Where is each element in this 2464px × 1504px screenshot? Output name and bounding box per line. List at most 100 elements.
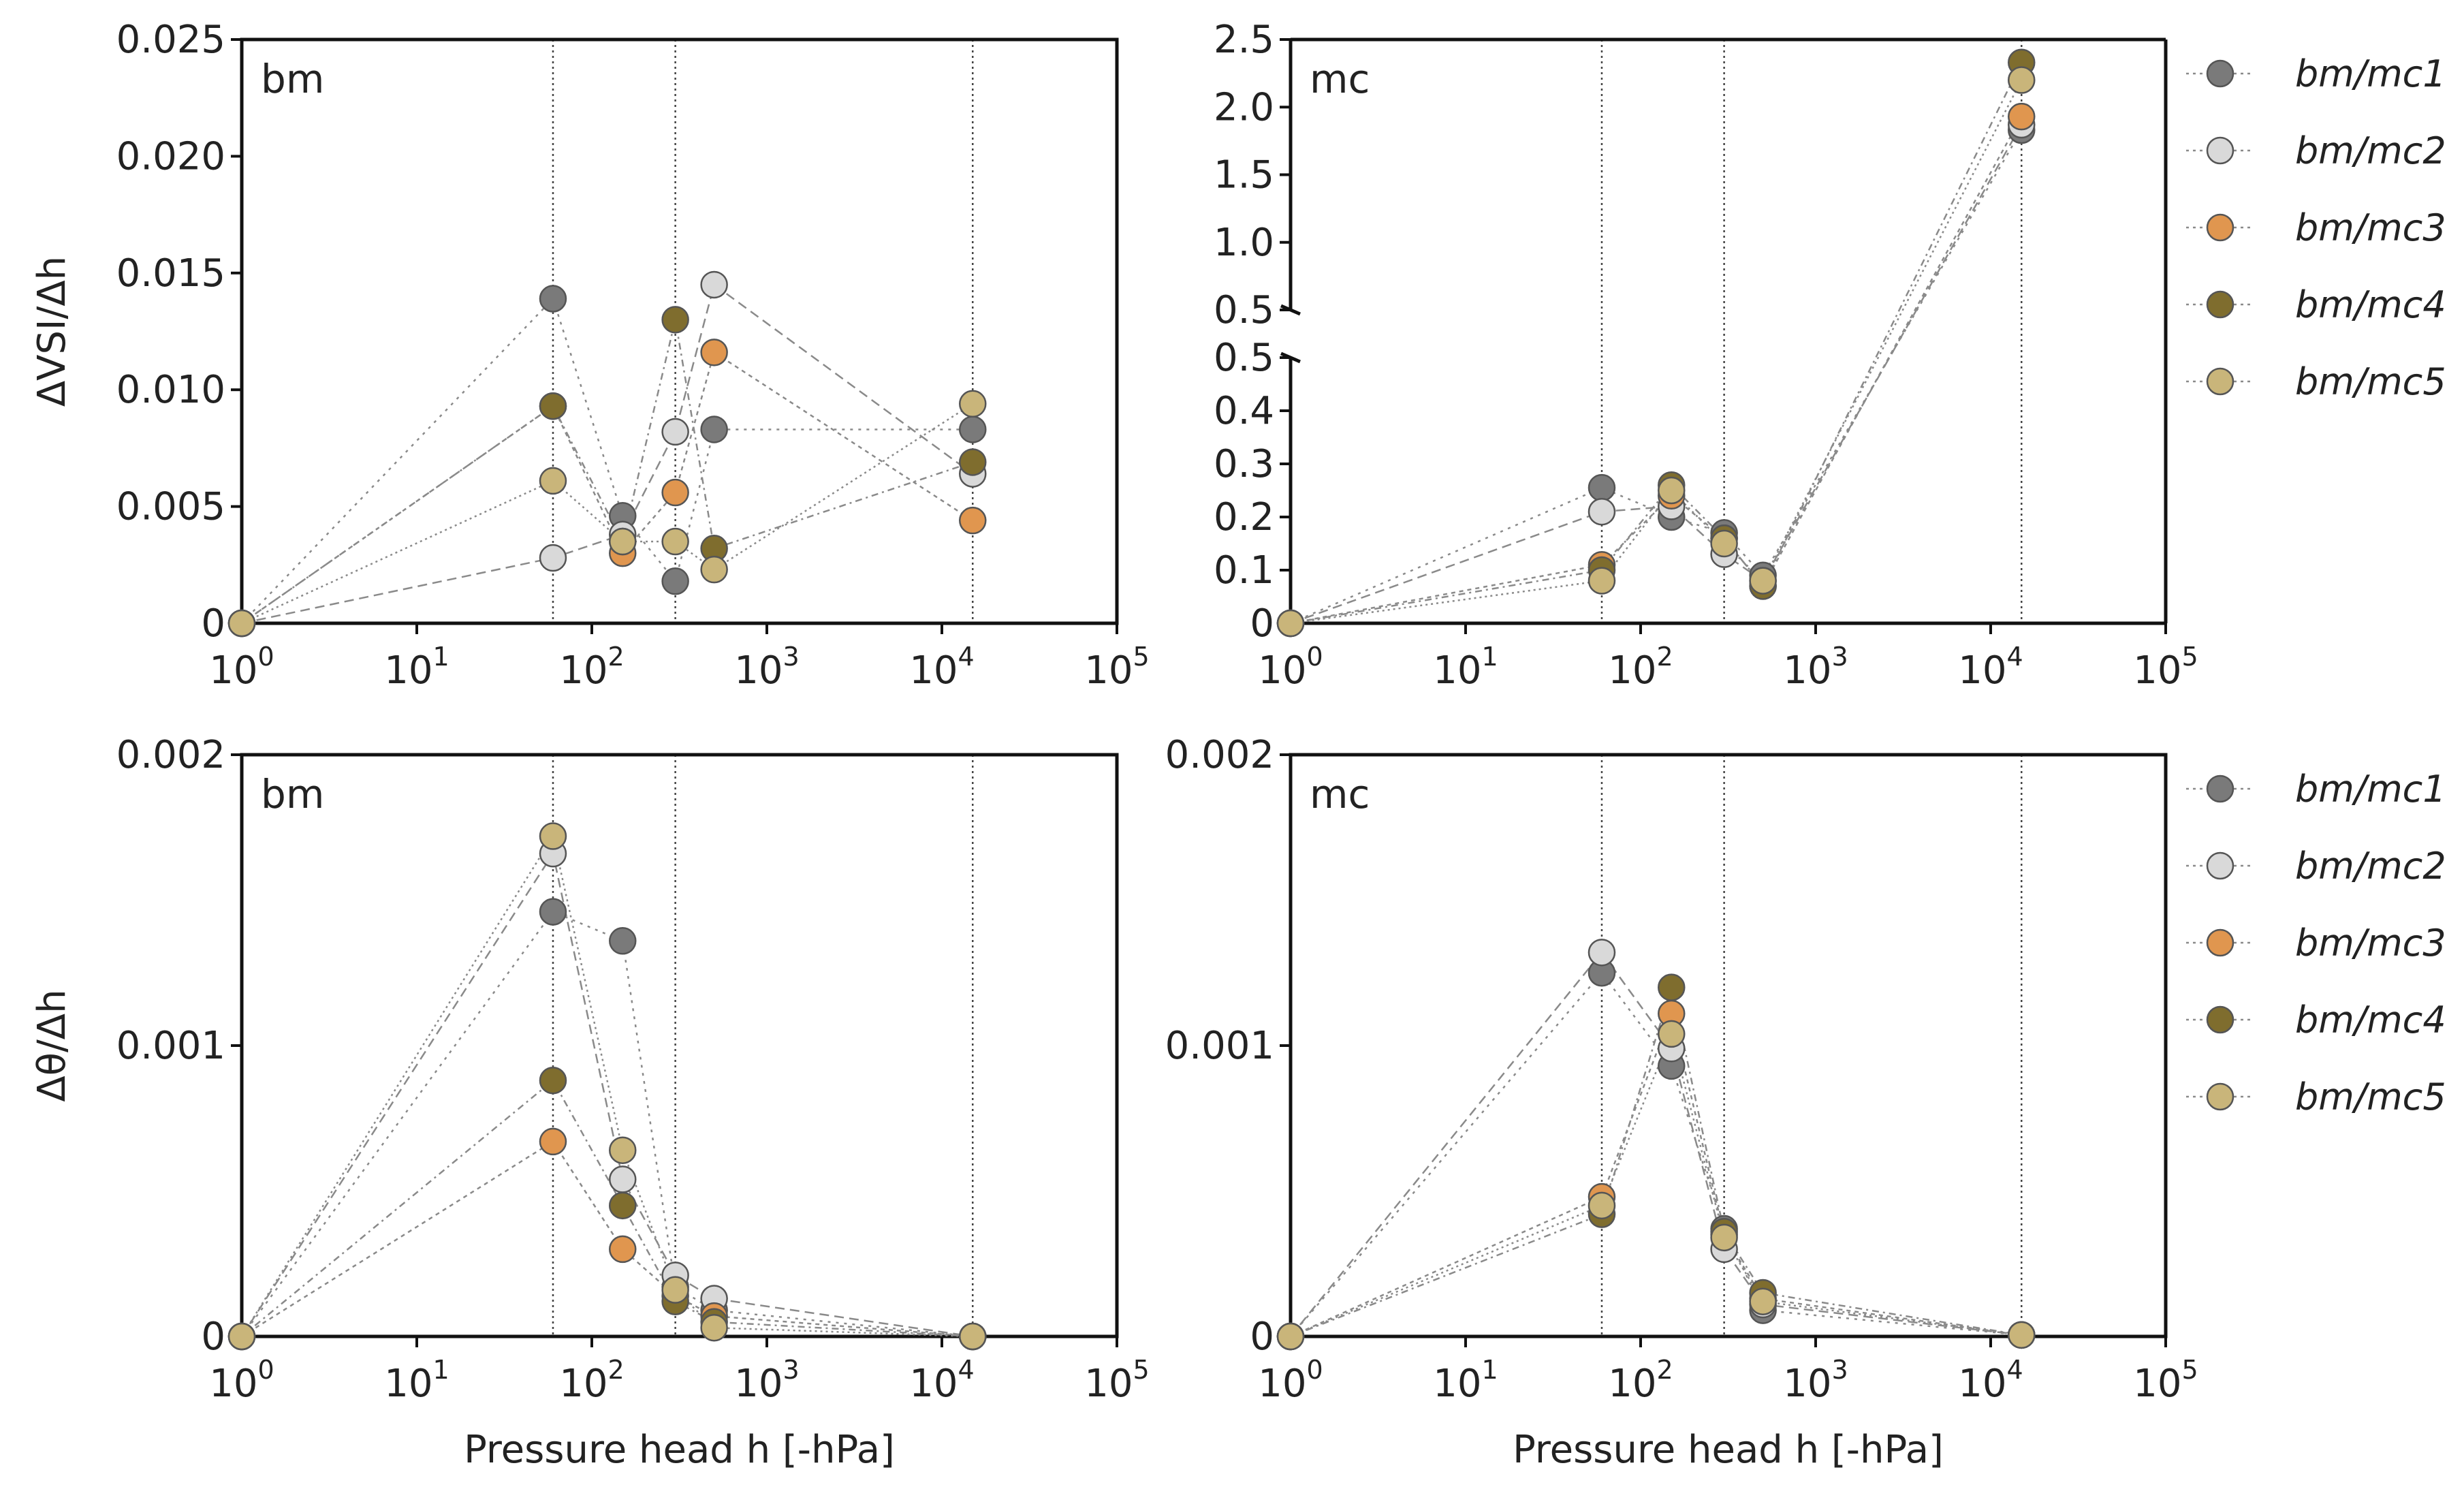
x-tick-base: 10 <box>909 648 958 693</box>
data-point-bm-mc3 <box>959 506 987 535</box>
legend-label: bm/mc1 <box>2295 52 2446 95</box>
x-tick-label: 100 <box>209 1355 274 1406</box>
series-line-bm-mc5 <box>241 403 973 625</box>
y-tick-label: 0 <box>1250 1315 1274 1359</box>
data-point-bm-mc5 <box>1276 609 1305 638</box>
series-line-bm-mc2 <box>240 851 973 1338</box>
y-tick-label: 0.2 <box>1214 495 1274 539</box>
x-tick-exponent: 1 <box>433 1355 449 1385</box>
data-point-bm-mc5 <box>1710 1223 1738 1252</box>
series-line-bm-mc5 <box>1290 1031 2022 1338</box>
x-tick-base: 10 <box>2133 1362 2181 1406</box>
series-line-bm-mc2 <box>1290 951 2022 1337</box>
data-point-bm-mc5 <box>1658 1020 1686 1048</box>
legend-label: bm/mc1 <box>2295 768 2446 811</box>
x-tick-label: 102 <box>1608 642 1673 693</box>
x-tick-base: 10 <box>209 648 257 693</box>
x-tick-exponent: 4 <box>958 642 975 672</box>
data-point-bm-mc5 <box>959 1322 987 1351</box>
legend-label: bm/mc3 <box>2295 922 2446 965</box>
data-point-bm-mc5 <box>609 1136 637 1164</box>
x-tick-exponent: 1 <box>1482 1355 1498 1385</box>
panel-tag: bm <box>261 56 324 102</box>
data-point-bm-mc5 <box>2008 66 2036 94</box>
data-point-bm-mc5 <box>1658 476 1686 505</box>
data-point-bm-mc2 <box>609 1165 637 1193</box>
x-tick-label: 103 <box>1783 1355 1848 1406</box>
x-tick-base: 10 <box>1258 648 1306 693</box>
y-tick-label: 0.010 <box>116 368 225 412</box>
y-axis-title: Δθ/Δh <box>30 989 74 1101</box>
data-point-bm-mc1 <box>661 567 689 595</box>
x-tick-exponent: 2 <box>1657 1355 1673 1385</box>
x-tick-label: 105 <box>2133 1355 2198 1406</box>
series-line-bm-mc3 <box>241 1140 973 1338</box>
x-tick-label: 105 <box>1084 642 1149 693</box>
series-line-bm-mc4 <box>241 1079 973 1338</box>
series-line-bm-mc1 <box>240 911 973 1338</box>
x-tick-exponent: 2 <box>608 642 625 672</box>
circle-marker-icon <box>2206 1005 2234 1034</box>
x-tick-label: 104 <box>909 1355 974 1406</box>
circle-marker-icon <box>2206 367 2234 396</box>
data-point-bm-mc4 <box>609 1191 637 1220</box>
x-tick-label: 103 <box>734 1355 799 1406</box>
panel-tag: mc <box>1310 771 1370 817</box>
data-point-bm-mc2 <box>1588 939 1616 967</box>
series-line-bm-mc3 <box>241 351 973 625</box>
y-tick-label: 0.001 <box>1165 1024 1274 1068</box>
x-tick-exponent: 1 <box>433 642 449 672</box>
data-point-bm-mc1 <box>700 416 728 443</box>
x-tick-base: 10 <box>1608 648 1656 693</box>
legend-label: bm/mc2 <box>2295 845 2446 888</box>
series-line-bm-mc4 <box>241 319 973 625</box>
y-tick-label: 0.002 <box>116 733 225 777</box>
data-point-bm-mc5 <box>1588 567 1616 595</box>
x-tick-label: 105 <box>1084 1355 1149 1406</box>
x-tick-exponent: 3 <box>783 1355 800 1385</box>
y-tick-label: 0.002 <box>1165 733 1274 777</box>
legend-2: bm/mc1 bm/mc2 bm/mc3 bm/mc4 bm/mc5 <box>2186 768 2446 1118</box>
x-tick-base: 10 <box>734 648 783 693</box>
data-point-bm-mc5 <box>539 467 567 495</box>
x-tick-label: 100 <box>209 642 274 693</box>
x-axis-title: Pressure head h [-hPa] <box>1513 1428 1944 1472</box>
x-tick-exponent: 4 <box>2007 642 2023 672</box>
x-tick-base: 10 <box>559 1362 607 1406</box>
x-tick-label: 101 <box>384 1355 449 1406</box>
panel-tag: bm <box>261 771 324 817</box>
data-point-bm-mc1 <box>959 416 987 443</box>
data-point-bm-mc5 <box>661 527 689 556</box>
series-line-bm-mc2 <box>241 283 973 625</box>
data-point-bm-mc2 <box>700 270 728 299</box>
x-tick-label: 104 <box>909 642 974 693</box>
data-point-bm-mc5 <box>1710 529 1738 558</box>
circle-marker-icon <box>2206 59 2234 88</box>
data-point-bm-mc2 <box>661 418 689 446</box>
data-point-bm-mc1 <box>539 285 567 313</box>
data-point-bm-mc2 <box>1588 497 1616 526</box>
y-tick-label: 0.5 <box>1214 288 1274 332</box>
circle-marker-icon <box>2206 290 2234 319</box>
y-tick-label: 0.4 <box>1214 389 1274 433</box>
series-line-bm-mc3 <box>1290 116 2023 625</box>
x-tick-exponent: 2 <box>608 1355 625 1385</box>
data-point-bm-mc3 <box>2008 102 2036 131</box>
data-point-bm-mc4 <box>1658 973 1686 1001</box>
y-tick-label: 0 <box>1250 601 1274 646</box>
data-point-bm-mc1 <box>539 898 567 926</box>
y-tick-label: 2.5 <box>1214 18 1274 62</box>
circle-marker-icon <box>2206 213 2234 242</box>
data-point-bm-mc5 <box>959 390 987 418</box>
y-axis-title: ΔVSI/Δh <box>30 256 74 407</box>
circle-marker-icon <box>2206 774 2234 803</box>
x-tick-base: 10 <box>1258 1362 1306 1406</box>
x-tick-exponent: 0 <box>1307 1355 1323 1385</box>
plot-frame <box>240 37 1119 625</box>
data-point-bm-mc5 <box>700 555 728 584</box>
plot-frame <box>240 753 1119 1338</box>
x-tick-base: 10 <box>734 1362 783 1406</box>
